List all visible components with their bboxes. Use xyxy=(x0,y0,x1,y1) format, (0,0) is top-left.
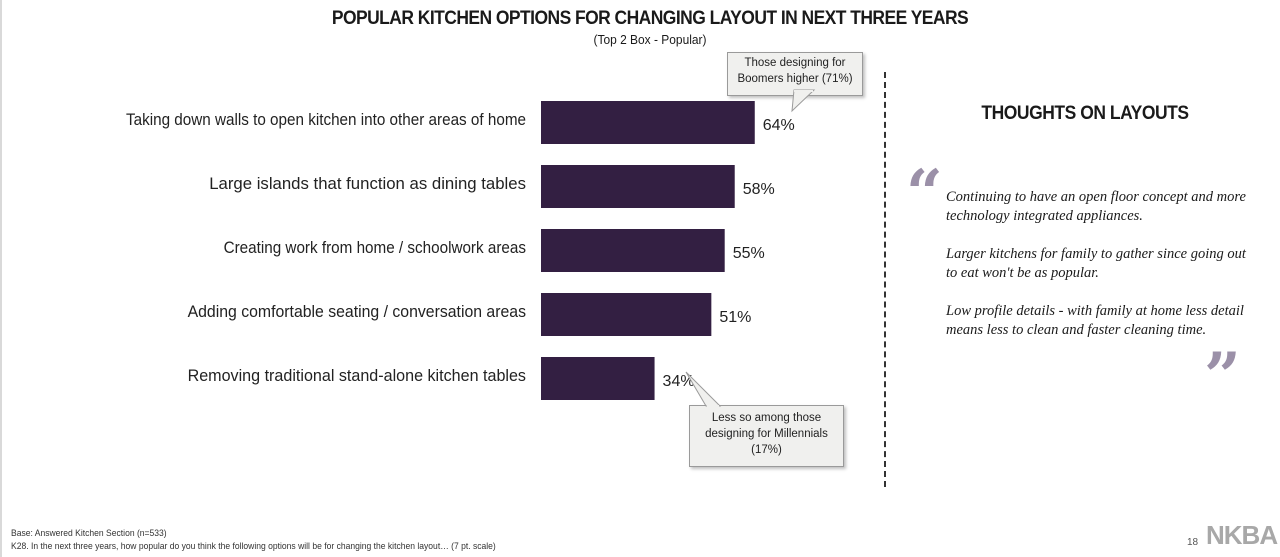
callout-millennials-pointer xyxy=(685,371,722,407)
bar-chart: Taking down walls to open kitchen into o… xyxy=(126,101,795,400)
footnote-question: K28. In the next three years, how popula… xyxy=(11,541,496,552)
callout-boomers-pointer xyxy=(791,89,816,113)
bar-5 xyxy=(541,357,655,400)
bar-4 xyxy=(541,293,712,336)
bar-1 xyxy=(541,101,755,144)
category-label: Adding comfortable seating / conversatio… xyxy=(188,302,526,321)
section-divider xyxy=(884,72,886,487)
callout-millennials-text: Less so among those designing for Millen… xyxy=(705,412,828,456)
value-label: 64% xyxy=(763,117,795,134)
footnote-base: Base: Answered Kitchen Section (n=533) xyxy=(11,528,167,539)
nkba-logo: NKBA xyxy=(1206,520,1278,550)
page-number: 18 xyxy=(1187,537,1199,548)
open-quote-icon: “ xyxy=(906,156,943,231)
value-label: 55% xyxy=(733,245,765,262)
bar-2 xyxy=(541,165,735,208)
chart-title: POPULAR KITCHEN OPTIONS FOR CHANGING LAY… xyxy=(331,8,969,29)
category-label: Removing traditional stand-alone kitchen… xyxy=(188,366,526,385)
quote-item: Larger kitchens for family to gather sin… xyxy=(946,246,1246,281)
callout-boomers: Those designing for Boomers higher (71%) xyxy=(727,52,863,96)
thoughts-quotes: Continuing to have an open floor concept… xyxy=(946,188,1246,359)
category-label: Taking down walls to open kitchen into o… xyxy=(126,110,526,129)
chart-subtitle: (Top 2 Box - Popular) xyxy=(593,32,707,47)
value-label: 51% xyxy=(719,309,751,326)
left-edge-line xyxy=(0,0,2,557)
value-label: 34% xyxy=(663,373,695,390)
thoughts-title: THOUGHTS ON LAYOUTS xyxy=(981,103,1189,124)
callout-boomers-text: Those designing for Boomers higher (71%) xyxy=(737,57,853,85)
category-label: Large islands that function as dining ta… xyxy=(209,174,526,193)
callout-millennials: Less so among those designing for Millen… xyxy=(689,405,844,467)
quote-item: Low profile details - with family at hom… xyxy=(946,303,1244,338)
quote-item: Continuing to have an open floor concept… xyxy=(946,189,1246,224)
bar-3 xyxy=(541,229,725,272)
close-quote-icon: ” xyxy=(1204,339,1241,414)
value-label: 58% xyxy=(743,181,775,198)
category-label: Creating work from home / schoolwork are… xyxy=(224,238,526,257)
